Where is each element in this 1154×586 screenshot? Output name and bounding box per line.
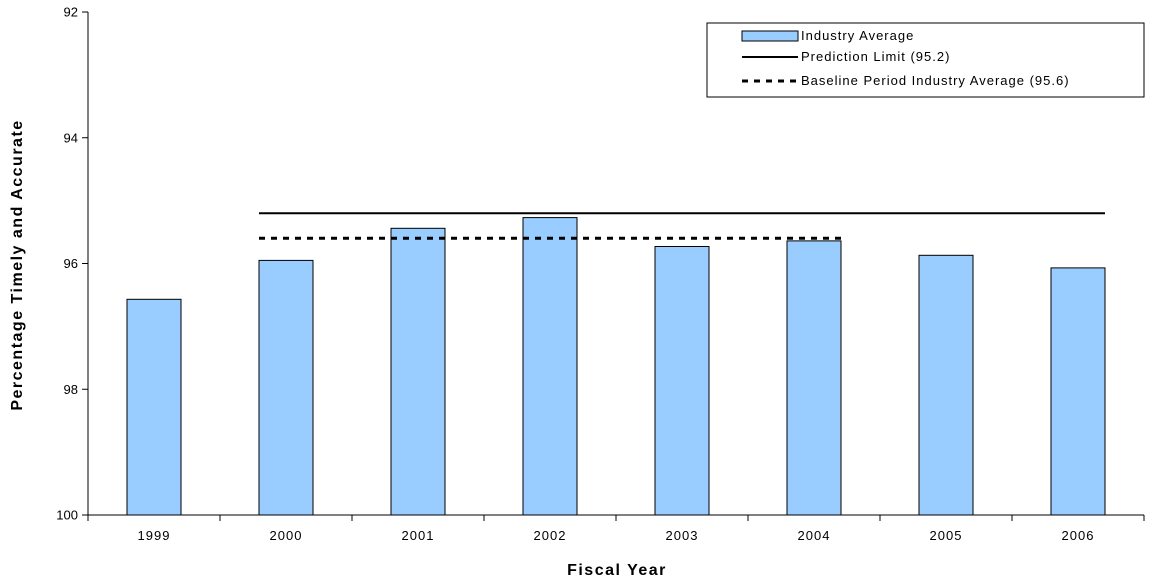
bar-2002 bbox=[522, 217, 578, 516]
reference-lines bbox=[259, 212, 1105, 240]
bar-2006 bbox=[1050, 267, 1106, 516]
bars bbox=[126, 217, 1106, 516]
x-tick-label-2002: 2002 bbox=[534, 528, 567, 543]
x-ticks: 1999 2000 2001 2002 2003 2004 2005 2006 bbox=[138, 528, 1095, 543]
bar-2005 bbox=[918, 254, 974, 516]
x-tick-label-1999: 1999 bbox=[138, 528, 171, 543]
axes bbox=[82, 11, 1145, 521]
bar-2004 bbox=[786, 240, 842, 516]
y-tick-label: 92 bbox=[64, 5, 78, 20]
y-ticks: 92 94 96 98 100 bbox=[56, 5, 78, 523]
bar-1999 bbox=[126, 298, 182, 516]
legend-label-prediction-limit: Prediction Limit (95.2) bbox=[801, 49, 950, 64]
y-axis-title-group: Percentage Timely and Accurate bbox=[9, 119, 26, 410]
legend-label-baseline-average: Baseline Period Industry Average (95.6) bbox=[801, 73, 1070, 88]
y-tick-label: 98 bbox=[64, 382, 78, 397]
y-axis-title: Percentage Timely and Accurate bbox=[9, 119, 26, 410]
bar-2003 bbox=[654, 246, 710, 516]
x-tick-label-2001: 2001 bbox=[402, 528, 435, 543]
x-tick-label-2005: 2005 bbox=[930, 528, 963, 543]
x-tick-label-2000: 2000 bbox=[270, 528, 303, 543]
legend-swatch-industry-average bbox=[741, 30, 799, 42]
legend: Industry Average Prediction Limit (95.2)… bbox=[706, 22, 1145, 98]
x-tick-label-2004: 2004 bbox=[798, 528, 831, 543]
x-tick-label-2003: 2003 bbox=[666, 528, 699, 543]
legend-label-industry-average: Industry Average bbox=[801, 28, 914, 43]
y-tick-label: 100 bbox=[56, 508, 78, 523]
bar-2001 bbox=[390, 227, 446, 516]
bar-2000 bbox=[258, 259, 314, 516]
x-tick-label-2006: 2006 bbox=[1062, 528, 1095, 543]
x-axis-title: Fiscal Year bbox=[567, 562, 667, 579]
y-tick-label: 96 bbox=[64, 256, 78, 271]
y-tick-label: 94 bbox=[64, 130, 78, 145]
